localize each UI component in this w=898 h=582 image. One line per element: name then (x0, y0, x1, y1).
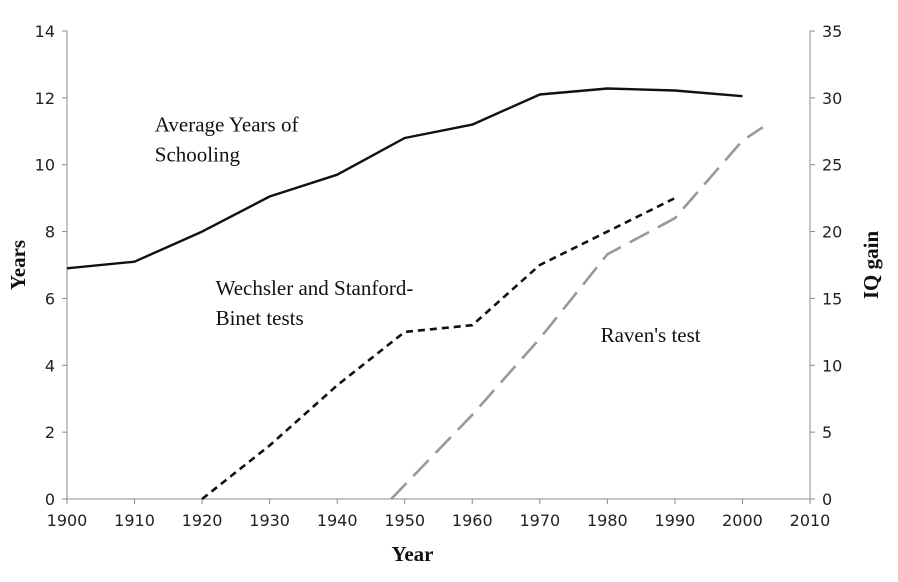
series-annotation: Binet tests (216, 306, 304, 330)
x-tick-label: 2010 (790, 511, 831, 530)
y-tick-label: 4 (45, 356, 55, 375)
series-line-1 (66, 87, 743, 270)
series-lines (66, 87, 764, 501)
x-axis-title: Year (392, 542, 434, 566)
x-tick-label: 1960 (452, 511, 493, 530)
y-tick-label: 14 (35, 22, 55, 41)
tick-labels: 1900 1910 1920 1930 1940 1950 1960 1970 1980 1990… (35, 22, 843, 530)
x-tick-label: 1940 (317, 511, 358, 530)
x-tick-label: 1900 (47, 511, 88, 530)
series-annotation: Schooling (155, 142, 241, 166)
x-tick-label: 1920 (182, 511, 223, 530)
series-annotation: Raven's test (601, 323, 701, 347)
series-annotation: Average Years of (155, 112, 299, 136)
y-tick-label: 2 (45, 423, 55, 442)
series-line-2 (201, 196, 676, 501)
y-axis-title: Years (6, 240, 30, 290)
x-tick-label: 1910 (114, 511, 155, 530)
annotations: Average Years of Schooling Wechsler and St… (155, 112, 701, 347)
y2-tick-label: 35 (822, 22, 842, 41)
x-tick-label: 1990 (655, 511, 696, 530)
y2-tick-label: 10 (822, 356, 842, 375)
series-annotation: Wechsler and Stanford- (216, 276, 414, 300)
axes (62, 30, 815, 504)
y2-tick-label: 30 (822, 89, 842, 108)
x-tick-label: 1980 (587, 511, 628, 530)
y2-tick-label: 25 (822, 156, 842, 175)
y2-tick-label: 0 (822, 490, 832, 509)
y-tick-label: 8 (45, 223, 55, 242)
x-tick-label: 1930 (249, 511, 290, 530)
y2-tick-label: 15 (822, 289, 842, 308)
series-line-3 (390, 126, 764, 500)
y2-tick-label: 5 (822, 423, 832, 442)
y-tick-label: 10 (35, 156, 55, 175)
y2-axis-title: IQ gain (859, 231, 883, 300)
x-tick-label: 1950 (384, 511, 425, 530)
y-tick-label: 0 (45, 490, 55, 509)
y-tick-label: 6 (45, 289, 55, 308)
y-tick-label: 12 (35, 89, 55, 108)
y2-tick-label: 20 (822, 223, 842, 242)
x-tick-label: 2000 (722, 511, 763, 530)
x-tick-label: 1970 (519, 511, 560, 530)
